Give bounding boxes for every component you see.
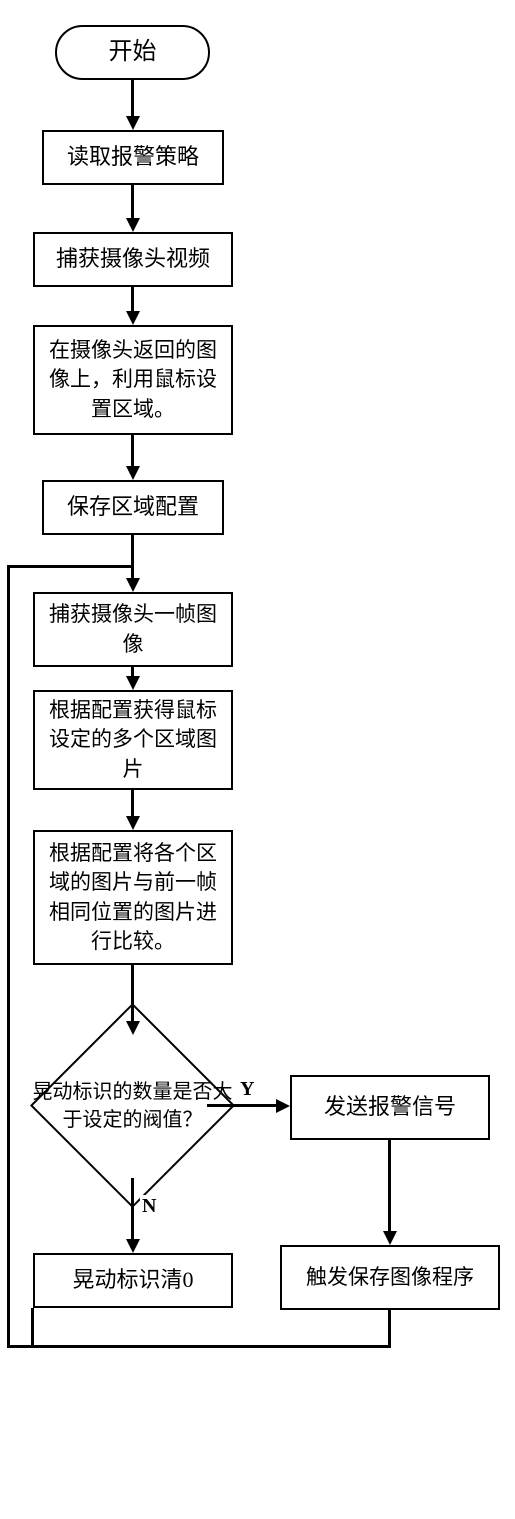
arrowhead [126,218,140,232]
arrowhead [126,116,140,130]
n10-label: 触发保存图像程序 [306,1263,474,1292]
no-label: N [140,1195,158,1218]
n4-label: 保存区域配置 [67,492,199,523]
edge-n7-d1 [131,965,134,1023]
yes-label: Y [238,1078,256,1101]
edge-n2-n3 [131,287,134,313]
d1-label: 晃动标识的数量是否大于设定的阀值？ [31,1033,234,1178]
loop-n10-left [31,1345,391,1348]
edge-n3-n4 [131,435,134,468]
loop-n10-down [388,1310,391,1348]
edge-n6-n7 [131,790,134,818]
capture-video-node: 捕获摄像头视频 [33,232,233,287]
arrowhead [126,578,140,592]
arrowhead [126,466,140,480]
compare-images-node: 根据配置将各个区域的图片与前一帧相同位置的图片进行比较。 [33,830,233,965]
d1-label-text: 晃动标识的数量是否大于设定的阀值？ [31,1078,234,1134]
n1-label: 读取报警策略 [67,142,199,173]
n3-label: 在摄像头返回的图像上，利用鼠标设置区域。 [41,336,225,424]
arrowhead [276,1099,290,1113]
start-node: 开始 [55,25,210,80]
arrowhead [126,676,140,690]
edge-n9-n10 [388,1140,391,1233]
arrowhead [126,816,140,830]
read-alarm-policy-node: 读取报警策略 [42,130,224,185]
loop-left-up [7,565,10,1348]
edge-n4-n5 [131,535,134,580]
trigger-save-node: 触发保存图像程序 [280,1245,500,1310]
arrowhead [126,311,140,325]
arrowhead [383,1231,397,1245]
set-region-node: 在摄像头返回的图像上，利用鼠标设置区域。 [33,325,233,435]
loop-top-right [7,565,133,568]
save-region-config-node: 保存区域配置 [42,480,224,535]
edge-n1-n2 [131,185,134,220]
n6-label: 根据配置获得鼠标设定的多个区域图片 [39,696,227,784]
get-region-images-node: 根据配置获得鼠标设定的多个区域图片 [33,690,233,790]
n7-label: 根据配置将各个区域的图片与前一帧相同位置的图片进行比较。 [41,839,225,957]
n9-label: 发送报警信号 [324,1092,456,1123]
n5-label: 捕获摄像头一帧图像 [39,600,227,659]
n2-label: 捕获摄像头视频 [56,244,210,275]
start-label: 开始 [109,36,157,70]
clear-flag-node: 晃动标识清0 [33,1253,233,1308]
send-alarm-node: 发送报警信号 [290,1075,490,1140]
edge-d1-n8 [131,1178,134,1241]
loop-n8-left [7,1345,34,1348]
arrowhead [126,1239,140,1253]
n8-label: 晃动标识清0 [72,1265,193,1296]
edge-start-n1 [131,80,134,118]
threshold-decision-node: 晃动标识的数量是否大于设定的阀值？ [60,1033,205,1178]
loop-n8-down [31,1308,34,1348]
capture-frame-node: 捕获摄像头一帧图像 [33,592,233,667]
